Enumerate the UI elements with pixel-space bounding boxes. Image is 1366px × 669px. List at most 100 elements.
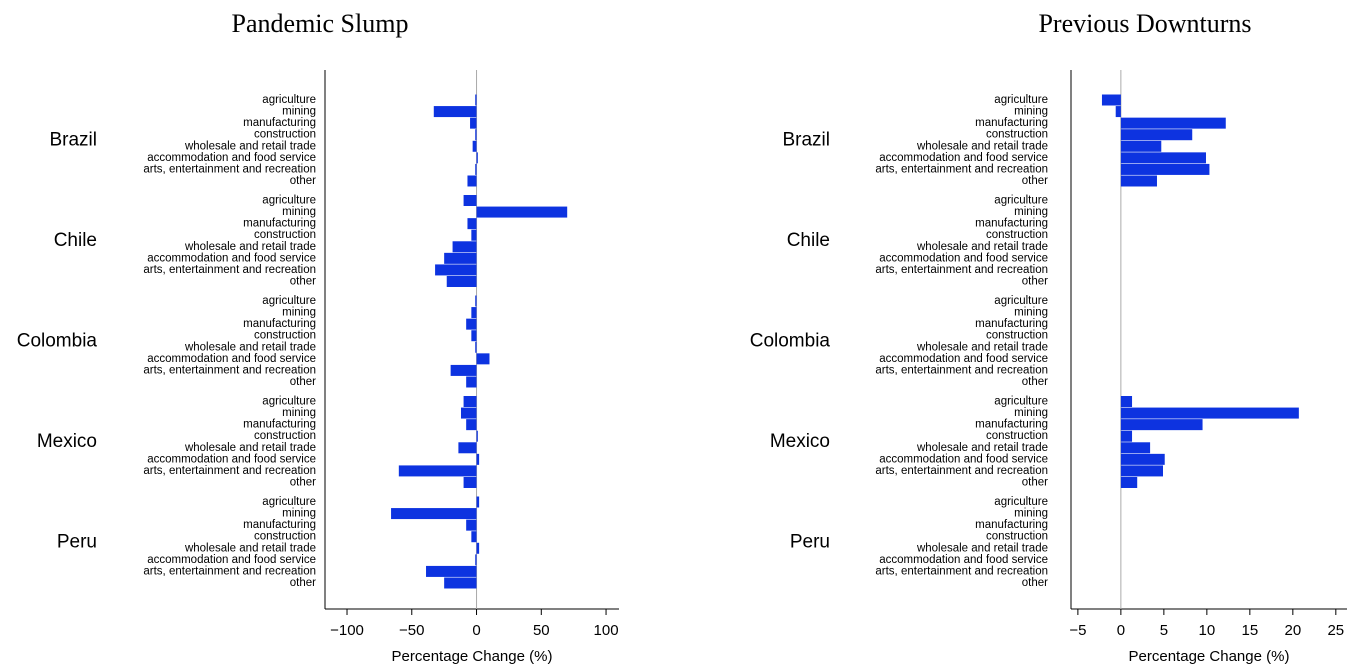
- x-axis-label: Percentage Change (%): [1129, 648, 1290, 665]
- sector-label: mining: [1014, 508, 1048, 520]
- sector-label: agriculture: [262, 94, 316, 106]
- bar: [1120, 129, 1193, 141]
- sector-label: agriculture: [262, 396, 316, 408]
- bar: [1120, 430, 1133, 442]
- country-label: Colombia: [17, 331, 98, 352]
- bar: [444, 252, 477, 264]
- sector-label: other: [1022, 276, 1048, 288]
- sector-label: arts, entertainment and recreation: [875, 465, 1048, 477]
- sector-label: construction: [986, 129, 1048, 141]
- sector-label: accommodation and food service: [879, 252, 1048, 264]
- sector-label: accommodation and food service: [879, 353, 1048, 365]
- bar: [471, 229, 477, 241]
- sector-label: other: [1022, 175, 1048, 187]
- sector-label: arts, entertainment and recreation: [875, 163, 1048, 175]
- sector-label: manufacturing: [975, 218, 1048, 230]
- bar: [476, 542, 480, 554]
- bar: [475, 94, 477, 106]
- bar: [476, 206, 568, 218]
- bar: [475, 554, 477, 566]
- bar: [1120, 117, 1226, 129]
- sector-label: mining: [282, 206, 316, 218]
- sector-label: construction: [254, 330, 316, 342]
- sector-label: accommodation and food service: [147, 554, 316, 566]
- bar: [472, 140, 477, 152]
- sector-label: construction: [986, 430, 1048, 442]
- bar: [463, 396, 477, 407]
- x-tick-label: −5: [1069, 622, 1086, 639]
- bar: [1120, 163, 1210, 175]
- bar: [1120, 476, 1138, 488]
- bar: [1115, 106, 1121, 118]
- sector-label: manufacturing: [975, 519, 1048, 531]
- sector-label: wholesale and retail trade: [184, 442, 316, 454]
- bar: [466, 419, 477, 431]
- x-tick-label: 100: [594, 622, 619, 639]
- sector-label: mining: [1014, 206, 1048, 218]
- bar: [475, 129, 477, 141]
- sector-label: arts, entertainment and recreation: [143, 565, 316, 577]
- bar: [1120, 175, 1157, 187]
- sector-label: other: [290, 276, 316, 288]
- x-tick-label: 25: [1327, 622, 1344, 639]
- bar: [471, 330, 477, 342]
- bar: [426, 565, 477, 577]
- country-label: Brazil: [49, 130, 97, 151]
- sector-label: wholesale and retail trade: [184, 542, 316, 554]
- bar: [458, 442, 477, 454]
- x-axis-label: Percentage Change (%): [392, 648, 553, 665]
- bar: [471, 531, 477, 543]
- sector-label: manufacturing: [243, 519, 316, 531]
- sector-label: agriculture: [262, 195, 316, 207]
- sector-label: wholesale and retail trade: [916, 341, 1048, 353]
- bar: [1101, 94, 1121, 106]
- bar: [467, 218, 477, 230]
- sector-label: mining: [282, 508, 316, 520]
- chart-title: Pandemic Slump: [232, 9, 409, 38]
- bar: [466, 376, 477, 388]
- sector-label: wholesale and retail trade: [184, 341, 316, 353]
- country-label: Chile: [787, 230, 830, 251]
- bar: [1120, 140, 1162, 152]
- bar: [466, 519, 477, 531]
- sector-label: other: [1022, 477, 1048, 489]
- bar: [398, 465, 477, 477]
- sector-label: other: [290, 577, 316, 589]
- bar: [475, 341, 477, 353]
- bar: [460, 407, 477, 419]
- sector-label: other: [290, 175, 316, 187]
- bar: [463, 195, 477, 206]
- sector-label: accommodation and food service: [147, 453, 316, 465]
- sector-label: wholesale and retail trade: [184, 140, 316, 152]
- x-tick-label: 10: [1199, 622, 1216, 639]
- sector-label: arts, entertainment and recreation: [143, 465, 316, 477]
- sector-label: agriculture: [994, 496, 1048, 508]
- sector-label: construction: [986, 330, 1048, 342]
- x-tick-label: −100: [330, 622, 364, 639]
- sector-label: arts, entertainment and recreation: [875, 364, 1048, 376]
- sector-label: mining: [282, 407, 316, 419]
- bar: [476, 152, 478, 164]
- sector-label: manufacturing: [243, 419, 316, 431]
- sector-label: agriculture: [262, 496, 316, 508]
- country-label: Chile: [54, 230, 97, 251]
- bar: [1120, 442, 1151, 454]
- x-tick-label: 5: [1160, 622, 1168, 639]
- sector-label: manufacturing: [243, 117, 316, 129]
- country-label: Mexico: [37, 431, 97, 452]
- sector-label: accommodation and food service: [147, 152, 316, 164]
- sector-label: wholesale and retail trade: [916, 241, 1048, 253]
- bar: [450, 364, 477, 376]
- bar: [433, 106, 477, 118]
- sector-label: other: [1022, 577, 1048, 589]
- bar: [470, 117, 477, 129]
- sector-label: other: [290, 376, 316, 388]
- bar: [475, 163, 477, 175]
- x-tick-label: 20: [1284, 622, 1301, 639]
- sector-label: wholesale and retail trade: [916, 140, 1048, 152]
- sector-label: arts, entertainment and recreation: [143, 163, 316, 175]
- bar: [476, 353, 490, 365]
- sector-label: agriculture: [994, 295, 1048, 307]
- x-tick-label: 50: [533, 622, 550, 639]
- bar: [452, 241, 477, 253]
